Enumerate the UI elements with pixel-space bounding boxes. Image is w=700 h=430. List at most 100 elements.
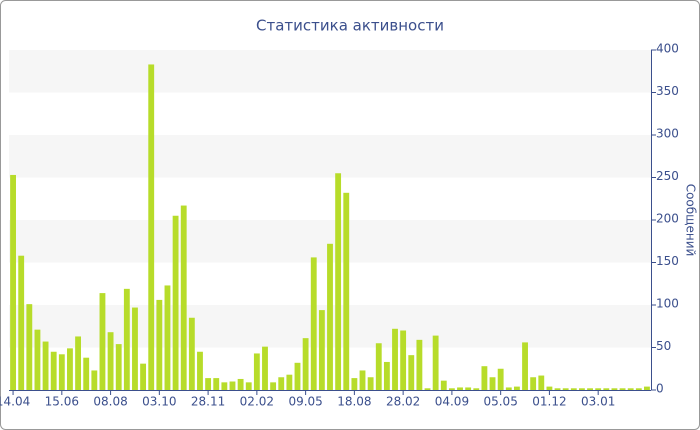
bar: [351, 378, 358, 390]
bar: [505, 387, 512, 390]
bar: [595, 388, 602, 390]
x-tick-label: 18.08: [337, 395, 371, 409]
bar: [489, 377, 496, 390]
bar: [546, 386, 553, 390]
bar: [42, 341, 49, 390]
bar: [270, 382, 277, 390]
bar: [375, 343, 382, 390]
y-tick-label: 100: [656, 297, 679, 311]
bar: [448, 388, 455, 390]
bar: [611, 388, 618, 390]
bar: [205, 378, 212, 390]
x-tick-label: 28.11: [191, 395, 225, 409]
bar: [359, 370, 366, 390]
bar: [327, 243, 333, 390]
x-tick-label: 04.09: [435, 395, 469, 409]
bar: [335, 173, 342, 390]
grid-band: [9, 135, 651, 178]
bar: [26, 304, 33, 390]
x-tick-label: 09.05: [288, 395, 322, 409]
bar: [538, 375, 545, 390]
bar: [587, 388, 593, 390]
x-tick-label: 14.04: [0, 395, 30, 409]
bar: [530, 377, 537, 390]
y-tick-label: 350: [656, 84, 679, 98]
bar: [188, 317, 195, 390]
bar: [383, 361, 390, 390]
bar: [18, 255, 25, 390]
y-tick-label: 0: [656, 382, 664, 396]
bar: [262, 346, 268, 390]
bar: [140, 363, 147, 390]
x-tick-label: 15.06: [45, 395, 79, 409]
y-tick-label: 200: [656, 212, 679, 226]
bar: [278, 377, 285, 390]
x-tick-label: 02.02: [240, 395, 274, 409]
bar: [229, 381, 236, 390]
bar: [416, 339, 423, 390]
bar: [245, 382, 252, 390]
bar: [115, 344, 122, 390]
y-tick-label: 150: [656, 254, 679, 268]
bar: [58, 354, 65, 390]
bar: [107, 332, 114, 390]
x-tick-label: 03.01: [581, 395, 615, 409]
bar: [75, 336, 82, 390]
bar: [481, 366, 488, 390]
bar: [619, 388, 626, 390]
bar: [603, 388, 610, 390]
bar: [172, 215, 179, 390]
bar: [67, 348, 73, 390]
bar: [457, 387, 463, 390]
bar: [318, 310, 325, 390]
x-tick-label: 08.08: [93, 395, 127, 409]
chart-title: Статистика активности: [256, 17, 444, 35]
bar: [164, 285, 171, 390]
bar: [132, 307, 138, 390]
bar: [627, 388, 634, 390]
bar: [156, 299, 163, 390]
bar: [99, 293, 106, 390]
bar: [310, 257, 317, 390]
bar: [367, 377, 374, 390]
bar: [465, 387, 472, 390]
y-axis-label: Сообщений: [684, 184, 698, 257]
bar: [180, 205, 187, 390]
bar: [34, 329, 41, 390]
bar: [513, 386, 520, 390]
bar: [123, 288, 130, 390]
bar: [570, 388, 577, 390]
bar: [213, 378, 220, 390]
bar: [473, 388, 480, 390]
x-tick-label: 05.05: [483, 395, 517, 409]
bar: [635, 388, 642, 390]
bar: [578, 388, 585, 390]
bar: [197, 351, 203, 390]
bar: [522, 342, 528, 390]
bar: [562, 388, 569, 390]
bar: [50, 351, 57, 390]
bar: [221, 382, 228, 390]
grid-band: [9, 50, 651, 93]
y-tick-label: 300: [656, 127, 679, 141]
bar: [91, 370, 98, 390]
bar: [302, 338, 309, 390]
y-tick-label: 250: [656, 169, 679, 183]
bar: [644, 386, 650, 390]
bar: [253, 353, 260, 390]
y-tick-label: 50: [656, 339, 671, 353]
bar: [554, 388, 561, 390]
bar: [237, 378, 244, 390]
bar: [497, 368, 504, 390]
bar: [440, 380, 447, 390]
bar: [294, 362, 301, 390]
bar: [286, 374, 293, 390]
bar: [400, 330, 407, 390]
x-tick-label: 01.12: [532, 395, 566, 409]
bar: [424, 388, 431, 390]
bar: [392, 328, 398, 390]
bar: [408, 355, 415, 390]
bar: [148, 64, 155, 390]
bar: [432, 335, 439, 390]
